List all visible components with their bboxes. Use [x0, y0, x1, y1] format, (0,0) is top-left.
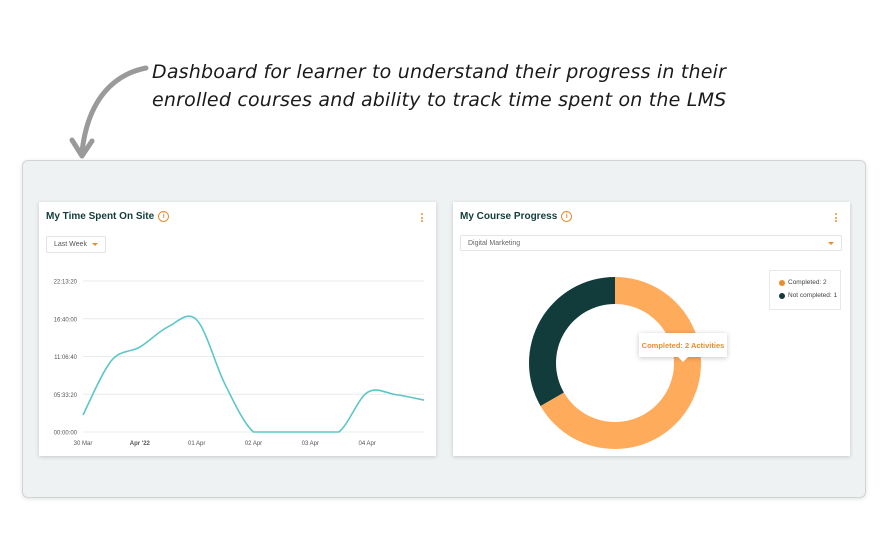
- range-dropdown[interactable]: Last Week: [46, 236, 106, 253]
- donut-slice-not-completed[interactable]: [529, 277, 615, 406]
- time-spent-title-row: My Time Spent On Site i: [46, 211, 170, 222]
- dashboard-frame: My Time Spent On Site i Last Week 22:13:…: [22, 160, 866, 498]
- info-icon[interactable]: i: [158, 211, 170, 222]
- y-tick-label: 16:40:00: [54, 317, 78, 323]
- x-tick-label: Apr '22: [130, 441, 151, 447]
- course-progress-donut-chart: [529, 277, 701, 449]
- legend-dot-not-completed: [779, 292, 785, 299]
- x-tick-label: 30 Mar: [74, 441, 93, 447]
- x-tick-label: 04 Apr: [358, 441, 375, 447]
- chevron-down-icon: [828, 241, 834, 245]
- course-progress-title: My Course Progress: [460, 211, 558, 222]
- donut-slice-completed[interactable]: [540, 277, 701, 449]
- time-spent-line-chart: 22:13:20 16:40:00 11:06:40 05:33:20 00:00:00…: [54, 280, 425, 447]
- donut-legend: Completed: 2 Not completed: 1: [769, 270, 841, 310]
- kebab-menu-icon[interactable]: [835, 213, 838, 222]
- legend-item-completed[interactable]: Completed: 2: [779, 279, 840, 286]
- time-spent-series-line: [82, 315, 425, 433]
- y-tick-label: 05:33:20: [54, 393, 78, 399]
- course-select[interactable]: Digital Marketing: [460, 235, 842, 251]
- info-icon[interactable]: i: [561, 211, 573, 222]
- kebab-menu-icon[interactable]: [421, 213, 424, 222]
- course-select-value: Digital Marketing: [468, 239, 521, 247]
- time-spent-title: My Time Spent On Site: [46, 211, 155, 222]
- legend-dot-completed: [779, 279, 785, 286]
- y-tick-label: 22:13:20: [54, 280, 78, 286]
- caption-line-2: enrolled courses and ability to track ti…: [152, 89, 727, 111]
- time-spent-card: My Time Spent On Site i Last Week 22:13:…: [39, 202, 436, 456]
- chevron-down-icon: [91, 243, 98, 246]
- x-tick-label: 03 Apr: [302, 441, 319, 447]
- legend-label-completed: Completed: 2: [788, 279, 827, 286]
- curved-arrow-icon: [69, 65, 149, 159]
- legend-item-not-completed[interactable]: Not completed: 1: [779, 292, 840, 299]
- y-tick-label: 11:06:40: [54, 355, 78, 361]
- x-tick-label: 01 Apr: [188, 441, 205, 447]
- y-tick-label: 00:00:00: [54, 431, 78, 437]
- range-dropdown-value: Last Week: [54, 241, 87, 248]
- caption-line-1: Dashboard for learner to understand thei…: [152, 61, 727, 83]
- caption: Dashboard for learner to understand thei…: [152, 58, 852, 114]
- legend-label-not-completed: Not completed: 1: [788, 292, 838, 299]
- x-tick-label: 02 Apr: [245, 441, 262, 447]
- course-progress-title-row: My Course Progress i: [460, 211, 573, 222]
- donut-tooltip: Completed: 2 Activities: [639, 333, 727, 362]
- course-progress-card: My Course Progress i Digital Marketing C…: [453, 202, 850, 456]
